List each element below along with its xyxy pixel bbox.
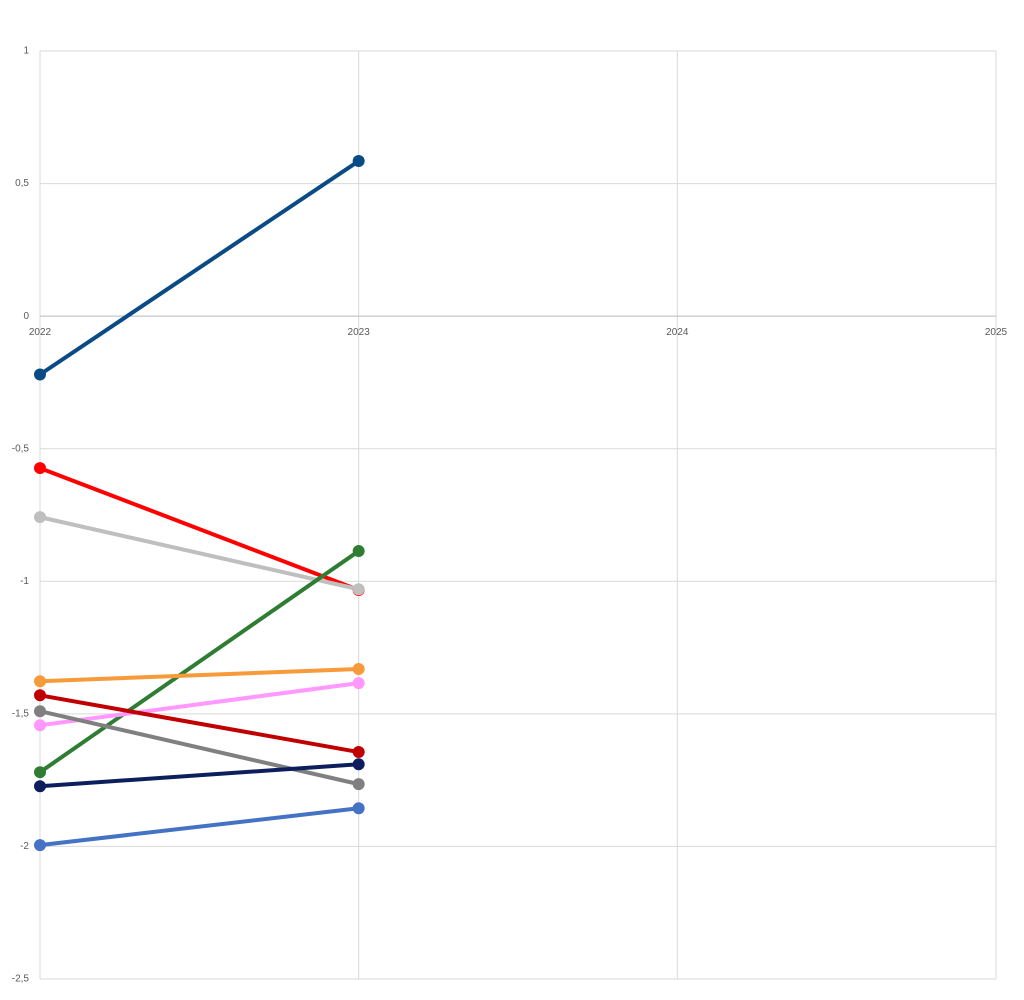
series-line — [39, 667, 359, 684]
series-line — [39, 693, 360, 755]
y-tick-label: -1 — [20, 576, 29, 587]
data-point — [34, 719, 46, 732]
data-point — [352, 663, 365, 676]
data-point — [352, 778, 365, 791]
data-point — [352, 758, 365, 771]
data-point — [34, 839, 46, 852]
x-tick-label: 2022 — [29, 327, 52, 338]
series-line — [39, 515, 360, 592]
x-tick-label: 2025 — [985, 327, 1008, 338]
data-point — [352, 545, 365, 558]
data-point — [352, 746, 365, 759]
series-line — [39, 466, 360, 592]
x-tick-label: 2024 — [666, 327, 689, 338]
data-point — [352, 583, 365, 596]
y-tick-label: 0,5 — [15, 178, 29, 189]
data-point — [352, 802, 365, 815]
y-tick-label: 1 — [23, 46, 29, 57]
data-point — [34, 689, 46, 702]
y-tick-label: -1,5 — [12, 708, 30, 719]
y-tick-label: -2 — [20, 841, 29, 852]
data-point — [34, 511, 46, 524]
series-line — [39, 762, 359, 789]
x-tick-label: 2023 — [348, 327, 371, 338]
series-line — [38, 549, 360, 774]
series-line — [38, 159, 360, 377]
data-point — [34, 705, 46, 718]
data-point — [34, 780, 46, 793]
y-tick-label: -2,5 — [12, 974, 30, 985]
data-point — [34, 675, 46, 688]
data-point — [352, 155, 365, 168]
series-line — [39, 681, 359, 728]
data-point — [34, 462, 46, 475]
data-point — [34, 766, 46, 779]
series-line — [39, 709, 360, 787]
data-point — [352, 677, 365, 690]
y-tick-label: 0 — [23, 311, 29, 322]
series-line — [39, 806, 359, 848]
data-point — [34, 368, 46, 381]
y-tick-label: -0,5 — [12, 443, 30, 454]
